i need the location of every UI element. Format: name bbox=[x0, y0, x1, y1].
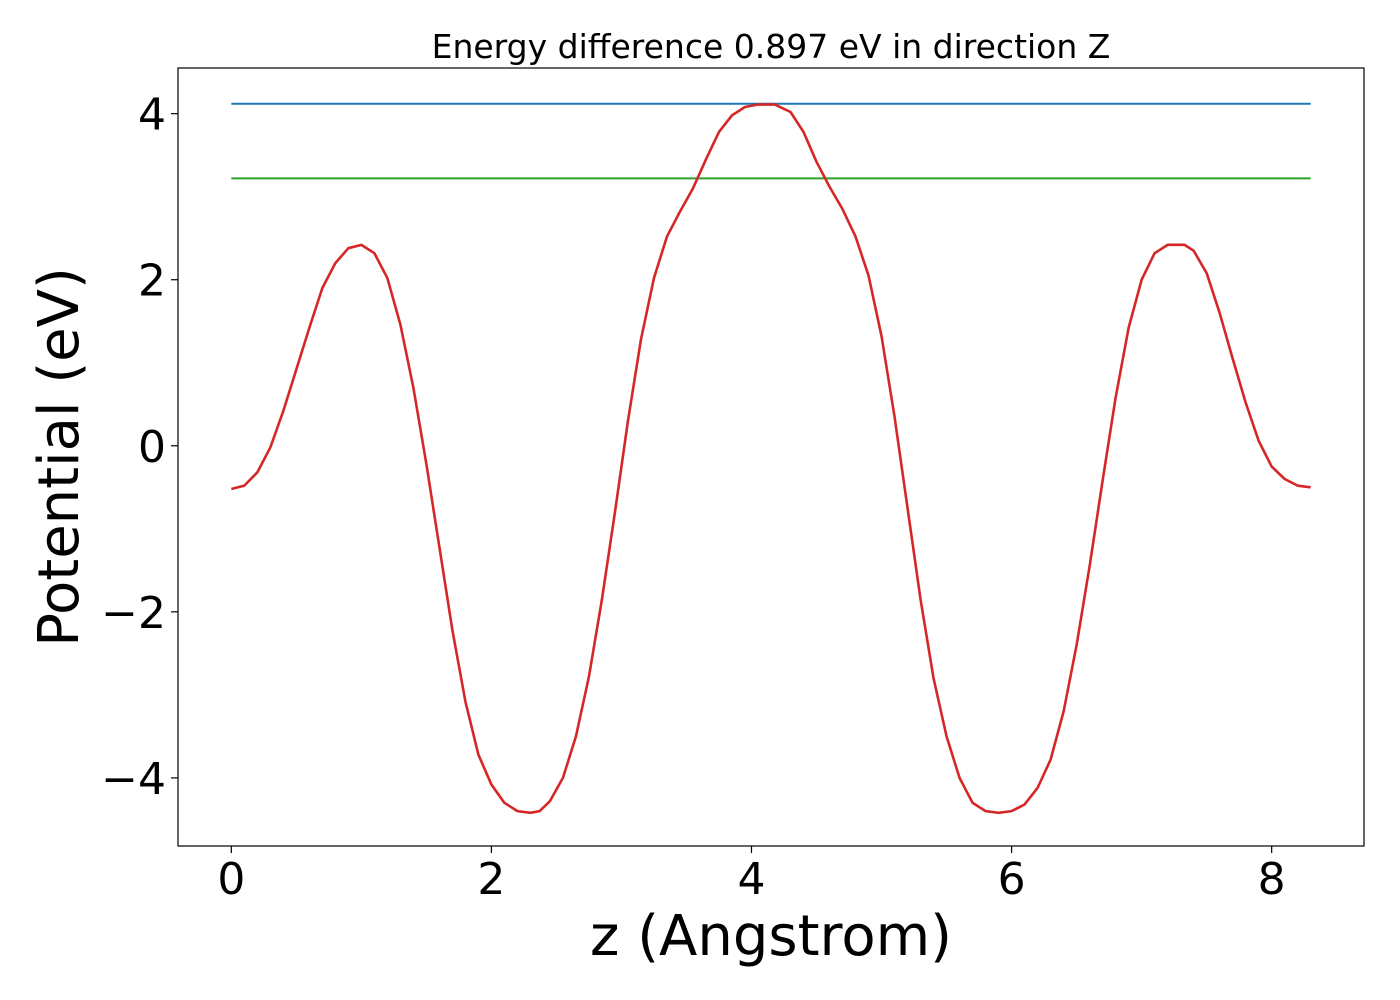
x-tick-label: 0 bbox=[217, 854, 245, 905]
plot-frame bbox=[177, 67, 1365, 847]
x-tick-label: 8 bbox=[1258, 854, 1286, 905]
y-tick-label: −2 bbox=[101, 588, 166, 639]
series-line-2 bbox=[230, 103, 1311, 815]
x-tick-label: 6 bbox=[998, 854, 1026, 905]
y-axis-label: Potential (eV) bbox=[27, 267, 92, 647]
x-tick-label: 4 bbox=[737, 854, 765, 905]
x-axis-label: z (Angstrom) bbox=[590, 904, 952, 969]
y-tick-label: 0 bbox=[138, 422, 166, 473]
y-tick-label: 2 bbox=[138, 256, 166, 307]
x-tick-label: 2 bbox=[477, 854, 505, 905]
y-tick-label: −4 bbox=[101, 754, 166, 805]
chart-title: Energy difference 0.897 eV in direction … bbox=[432, 27, 1111, 66]
y-tick-label: 4 bbox=[138, 90, 166, 141]
